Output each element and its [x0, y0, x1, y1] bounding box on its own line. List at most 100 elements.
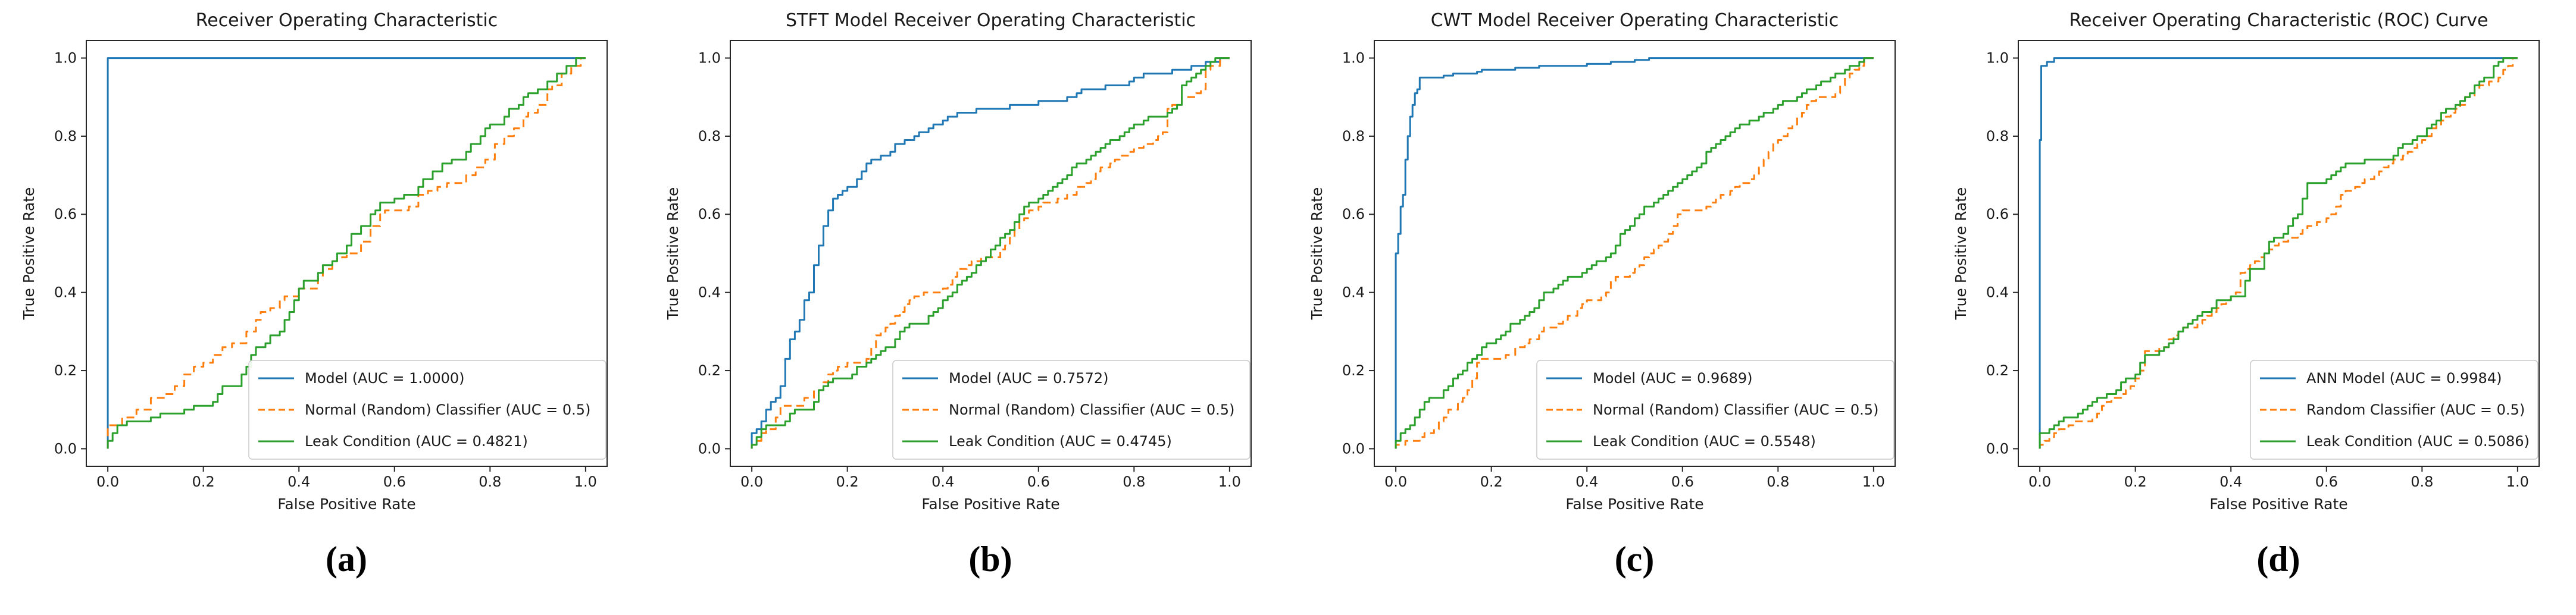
x-tick-label: 0.4	[1575, 473, 1598, 490]
y-tick-label: 0.8	[54, 128, 77, 145]
y-tick-label: 1.0	[1986, 49, 2009, 66]
x-tick-label: 0.0	[2028, 473, 2051, 490]
x-tick-label: 1.0	[1218, 473, 1241, 490]
y-tick-label: 0.6	[1986, 206, 2009, 222]
y-tick-label: 0.0	[1342, 440, 1365, 457]
x-tick-label: 0.2	[2124, 473, 2147, 490]
legend-label: Normal (Random) Classifier (AUC = 0.5)	[1593, 401, 1878, 418]
x-tick-label: 0.8	[479, 473, 501, 490]
x-tick-label: 0.4	[931, 473, 954, 490]
roc-curve-b-2	[751, 57, 1230, 449]
y-axis-label: True Positive Rate	[1308, 187, 1325, 321]
x-tick-label: 0.4	[287, 473, 310, 490]
x-tick-label: 0.8	[2411, 473, 2433, 490]
panel-caption-d: (d)	[2256, 539, 2300, 579]
x-tick-label: 0.6	[383, 473, 406, 490]
x-tick-label: 0.6	[2315, 473, 2338, 490]
roc-curve-d-1	[2039, 57, 2518, 449]
x-tick-label: 0.2	[192, 473, 215, 490]
chart-title: Receiver Operating Characteristic	[196, 10, 498, 31]
chart-title: CWT Model Receiver Operating Characteris…	[1431, 10, 1839, 31]
roc-curve-d-2	[2039, 57, 2518, 449]
legend-label: Leak Condition (AUC = 0.4745)	[949, 433, 1172, 450]
x-axis-label: False Positive Rate	[277, 495, 415, 513]
y-tick-label: 0.2	[1986, 362, 2009, 379]
y-tick-label: 0.2	[698, 362, 721, 379]
x-tick-label: 0.0	[1384, 473, 1407, 490]
chart-title: STFT Model Receiver Operating Characteri…	[786, 10, 1196, 31]
roc-chart-d: Receiver Operating Characteristic (ROC) …	[1952, 10, 2540, 513]
y-tick-label: 0.0	[54, 440, 77, 457]
roc-curve-a-0	[107, 57, 586, 449]
roc-panel-d: Receiver Operating Characteristic (ROC) …	[1932, 0, 2576, 615]
y-tick-label: 0.2	[1342, 362, 1365, 379]
x-tick-label: 0.4	[2219, 473, 2242, 490]
y-tick-label: 0.8	[1986, 128, 2009, 145]
legend-label: Random Classifier (AUC = 0.5)	[2306, 401, 2525, 418]
legend-box	[2250, 360, 2539, 460]
x-tick-label: 1.0	[574, 473, 597, 490]
y-tick-label: 0.8	[698, 128, 721, 145]
panel-caption-c: (c)	[1614, 539, 1655, 579]
y-tick-label: 1.0	[698, 49, 721, 66]
x-tick-label: 0.0	[740, 473, 763, 490]
roc-chart-a: Receiver Operating Characteristic 0.0 0.2 0…	[20, 10, 608, 513]
x-tick-label: 0.8	[1123, 473, 1145, 490]
y-axis-label: True Positive Rate	[1952, 187, 1969, 321]
x-tick-label: 0.2	[836, 473, 859, 490]
roc-panel-a: Receiver Operating Characteristic 0.0 0.2 0…	[0, 0, 644, 615]
legend-box	[1536, 360, 1895, 460]
legend-label: Model (AUC = 1.0000)	[305, 370, 465, 387]
roc-curve-b-1	[751, 57, 1230, 449]
chart-title: Receiver Operating Characteristic (ROC) …	[2069, 10, 2489, 31]
y-tick-label: 0.6	[698, 206, 721, 222]
y-tick-label: 0.8	[1342, 128, 1365, 145]
y-tick-label: 0.6	[1342, 206, 1365, 222]
y-tick-label: 0.2	[54, 362, 77, 379]
y-tick-label: 0.6	[54, 206, 77, 222]
legend-label: Model (AUC = 0.7572)	[949, 370, 1109, 387]
y-tick-label: 1.0	[54, 49, 77, 66]
y-tick-label: 1.0	[1342, 49, 1365, 66]
x-axis-label: False Positive Rate	[921, 495, 1059, 513]
roc-curve-a-2	[107, 57, 586, 449]
legend-box	[892, 360, 1251, 460]
y-tick-label: 0.4	[1986, 284, 2009, 301]
x-tick-label: 0.6	[1671, 473, 1694, 490]
roc-curve-c-2	[1395, 57, 1874, 449]
x-tick-label: 1.0	[1862, 473, 1885, 490]
legend-box	[248, 360, 607, 460]
x-tick-label: 0.6	[1027, 473, 1050, 490]
roc-curve-b-0	[751, 57, 1230, 449]
panel-caption-a: (a)	[326, 539, 367, 579]
legend-label: Leak Condition (AUC = 0.4821)	[305, 433, 528, 450]
roc-curve-d-0	[2039, 57, 2518, 449]
x-tick-label: 0.2	[1480, 473, 1503, 490]
roc-curve-c-1	[1395, 57, 1874, 449]
roc-panel-c: CWT Model Receiver Operating Characteris…	[1288, 0, 1932, 615]
roc-chart-c: CWT Model Receiver Operating Characteris…	[1308, 10, 1896, 513]
x-tick-label: 1.0	[2506, 473, 2529, 490]
legend-label: Leak Condition (AUC = 0.5548)	[1593, 433, 1816, 450]
y-tick-label: 0.4	[698, 284, 721, 301]
y-tick-label: 0.0	[698, 440, 721, 457]
legend-label: Normal (Random) Classifier (AUC = 0.5)	[949, 401, 1234, 418]
legend-label: ANN Model (AUC = 0.9984)	[2306, 370, 2502, 387]
roc-chart-b: STFT Model Receiver Operating Characteri…	[664, 10, 1252, 513]
x-axis-label: False Positive Rate	[1565, 495, 1703, 513]
legend-label: Model (AUC = 0.9689)	[1593, 370, 1753, 387]
x-tick-label: 0.8	[1767, 473, 1789, 490]
legend-label: Leak Condition (AUC = 0.5086)	[2306, 433, 2530, 450]
y-tick-label: 0.4	[1342, 284, 1365, 301]
x-tick-label: 0.0	[96, 473, 119, 490]
panel-caption-b: (b)	[968, 539, 1012, 579]
y-tick-label: 0.0	[1986, 440, 2009, 457]
roc-curve-c-0	[1395, 57, 1874, 449]
y-axis-label: True Positive Rate	[20, 187, 37, 321]
y-tick-label: 0.4	[54, 284, 77, 301]
roc-panel-b: STFT Model Receiver Operating Characteri…	[644, 0, 1288, 615]
x-axis-label: False Positive Rate	[2209, 495, 2347, 513]
y-axis-label: True Positive Rate	[664, 187, 681, 321]
legend-label: Normal (Random) Classifier (AUC = 0.5)	[305, 401, 590, 418]
